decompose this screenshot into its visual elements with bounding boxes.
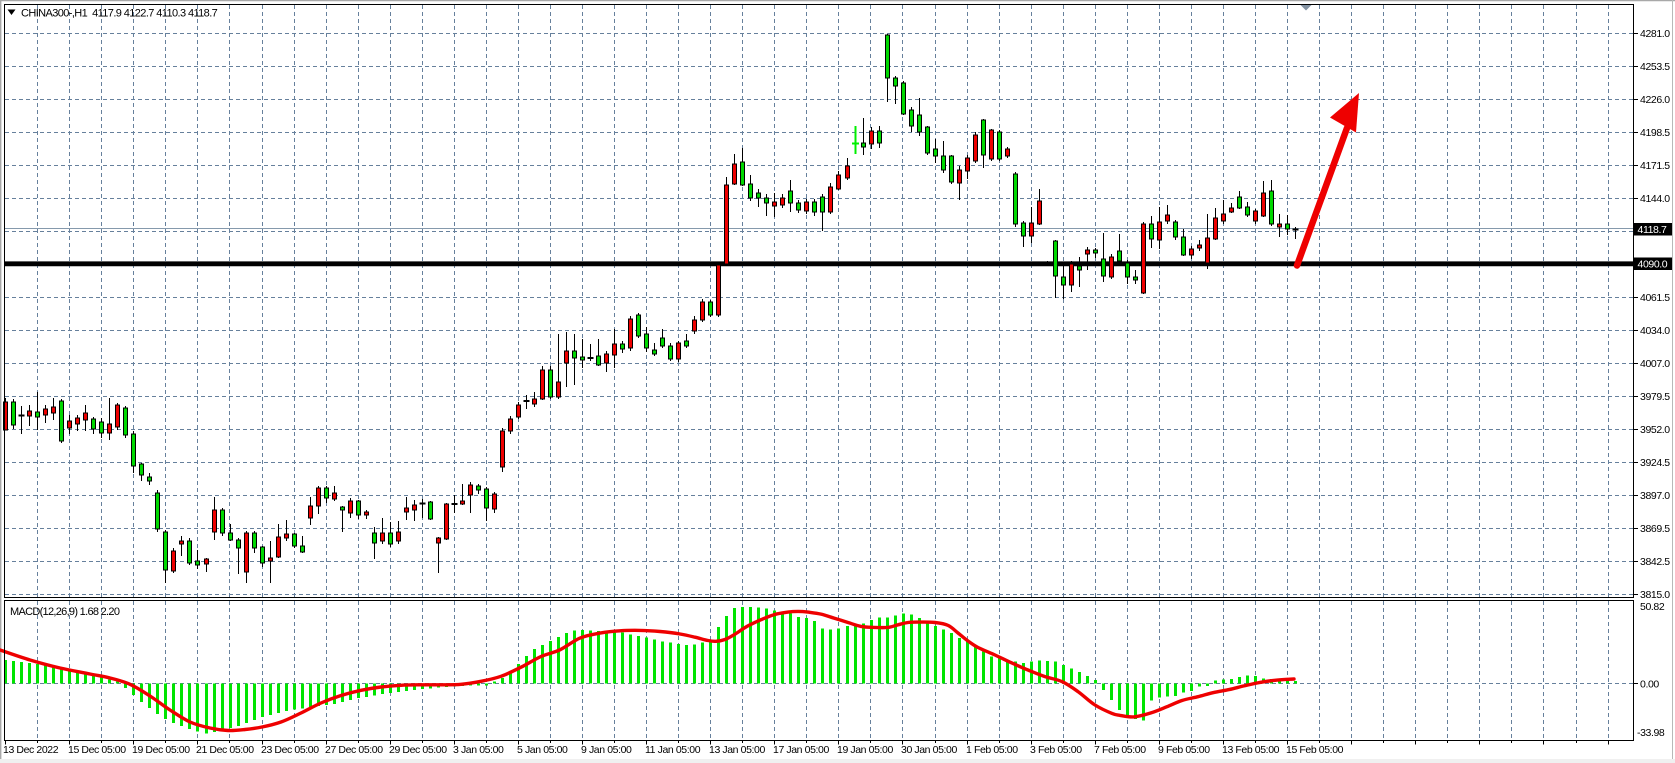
svg-text:4226.0: 4226.0: [1640, 94, 1670, 106]
svg-text:4253.5: 4253.5: [1640, 61, 1670, 73]
svg-text:4281.0: 4281.0: [1640, 28, 1670, 40]
svg-text:MACD(12,26,9) 1.68 2.20: MACD(12,26,9) 1.68 2.20: [10, 606, 120, 618]
svg-text:17 Jan 05:00: 17 Jan 05:00: [773, 744, 829, 756]
svg-text:29 Dec 05:00: 29 Dec 05:00: [389, 744, 447, 756]
svg-text:13 Dec 2022: 13 Dec 2022: [3, 744, 59, 756]
svg-text:3979.5: 3979.5: [1640, 391, 1670, 403]
svg-text:15 Feb 05:00: 15 Feb 05:00: [1286, 744, 1344, 756]
svg-text:7 Feb 05:00: 7 Feb 05:00: [1094, 744, 1146, 756]
svg-text:30 Jan 05:00: 30 Jan 05:00: [901, 744, 957, 756]
svg-text:4090.0: 4090.0: [1638, 259, 1668, 271]
svg-text:3897.0: 3897.0: [1640, 490, 1670, 502]
svg-text:-33.98: -33.98: [1637, 727, 1665, 739]
svg-text:4118.7: 4118.7: [1638, 224, 1667, 236]
svg-text:5 Jan 05:00: 5 Jan 05:00: [517, 744, 568, 756]
svg-text:3924.5: 3924.5: [1640, 457, 1670, 469]
svg-text:3 Feb 05:00: 3 Feb 05:00: [1030, 744, 1082, 756]
svg-text:13 Feb 05:00: 13 Feb 05:00: [1222, 744, 1280, 756]
svg-text:4034.0: 4034.0: [1640, 325, 1670, 337]
svg-text:11 Jan 05:00: 11 Jan 05:00: [645, 744, 701, 756]
svg-text:15 Dec 05:00: 15 Dec 05:00: [68, 744, 126, 756]
svg-text:3952.0: 3952.0: [1640, 424, 1670, 436]
svg-text:19 Dec 05:00: 19 Dec 05:00: [132, 744, 190, 756]
svg-text:4198.5: 4198.5: [1640, 127, 1670, 139]
svg-text:1 Feb 05:00: 1 Feb 05:00: [966, 744, 1018, 756]
svg-text:9 Jan 05:00: 9 Jan 05:00: [581, 744, 632, 756]
svg-text:27 Dec 05:00: 27 Dec 05:00: [325, 744, 383, 756]
svg-text:23 Dec 05:00: 23 Dec 05:00: [261, 744, 319, 756]
svg-text:13 Jan 05:00: 13 Jan 05:00: [709, 744, 765, 756]
svg-text:0.00: 0.00: [1640, 679, 1659, 691]
svg-text:9 Feb 05:00: 9 Feb 05:00: [1158, 744, 1210, 756]
svg-text:4007.0: 4007.0: [1640, 358, 1670, 370]
svg-text:19 Jan 05:00: 19 Jan 05:00: [837, 744, 893, 756]
svg-text:3 Jan 05:00: 3 Jan 05:00: [453, 744, 504, 756]
svg-text:50.82: 50.82: [1640, 601, 1665, 613]
svg-text:4061.5: 4061.5: [1640, 292, 1670, 304]
svg-text:21 Dec 05:00: 21 Dec 05:00: [196, 744, 254, 756]
svg-text:4171.5: 4171.5: [1640, 160, 1670, 172]
svg-text:4144.0: 4144.0: [1640, 193, 1670, 205]
svg-text:3815.0: 3815.0: [1640, 589, 1670, 601]
svg-text:3869.5: 3869.5: [1640, 523, 1670, 535]
svg-text:CHINA300-,H1 4117.9 4122.7 41: CHINA300-,H1 4117.9 4122.7 4110.3 4118.7: [21, 8, 218, 20]
svg-text:3842.5: 3842.5: [1640, 556, 1670, 568]
